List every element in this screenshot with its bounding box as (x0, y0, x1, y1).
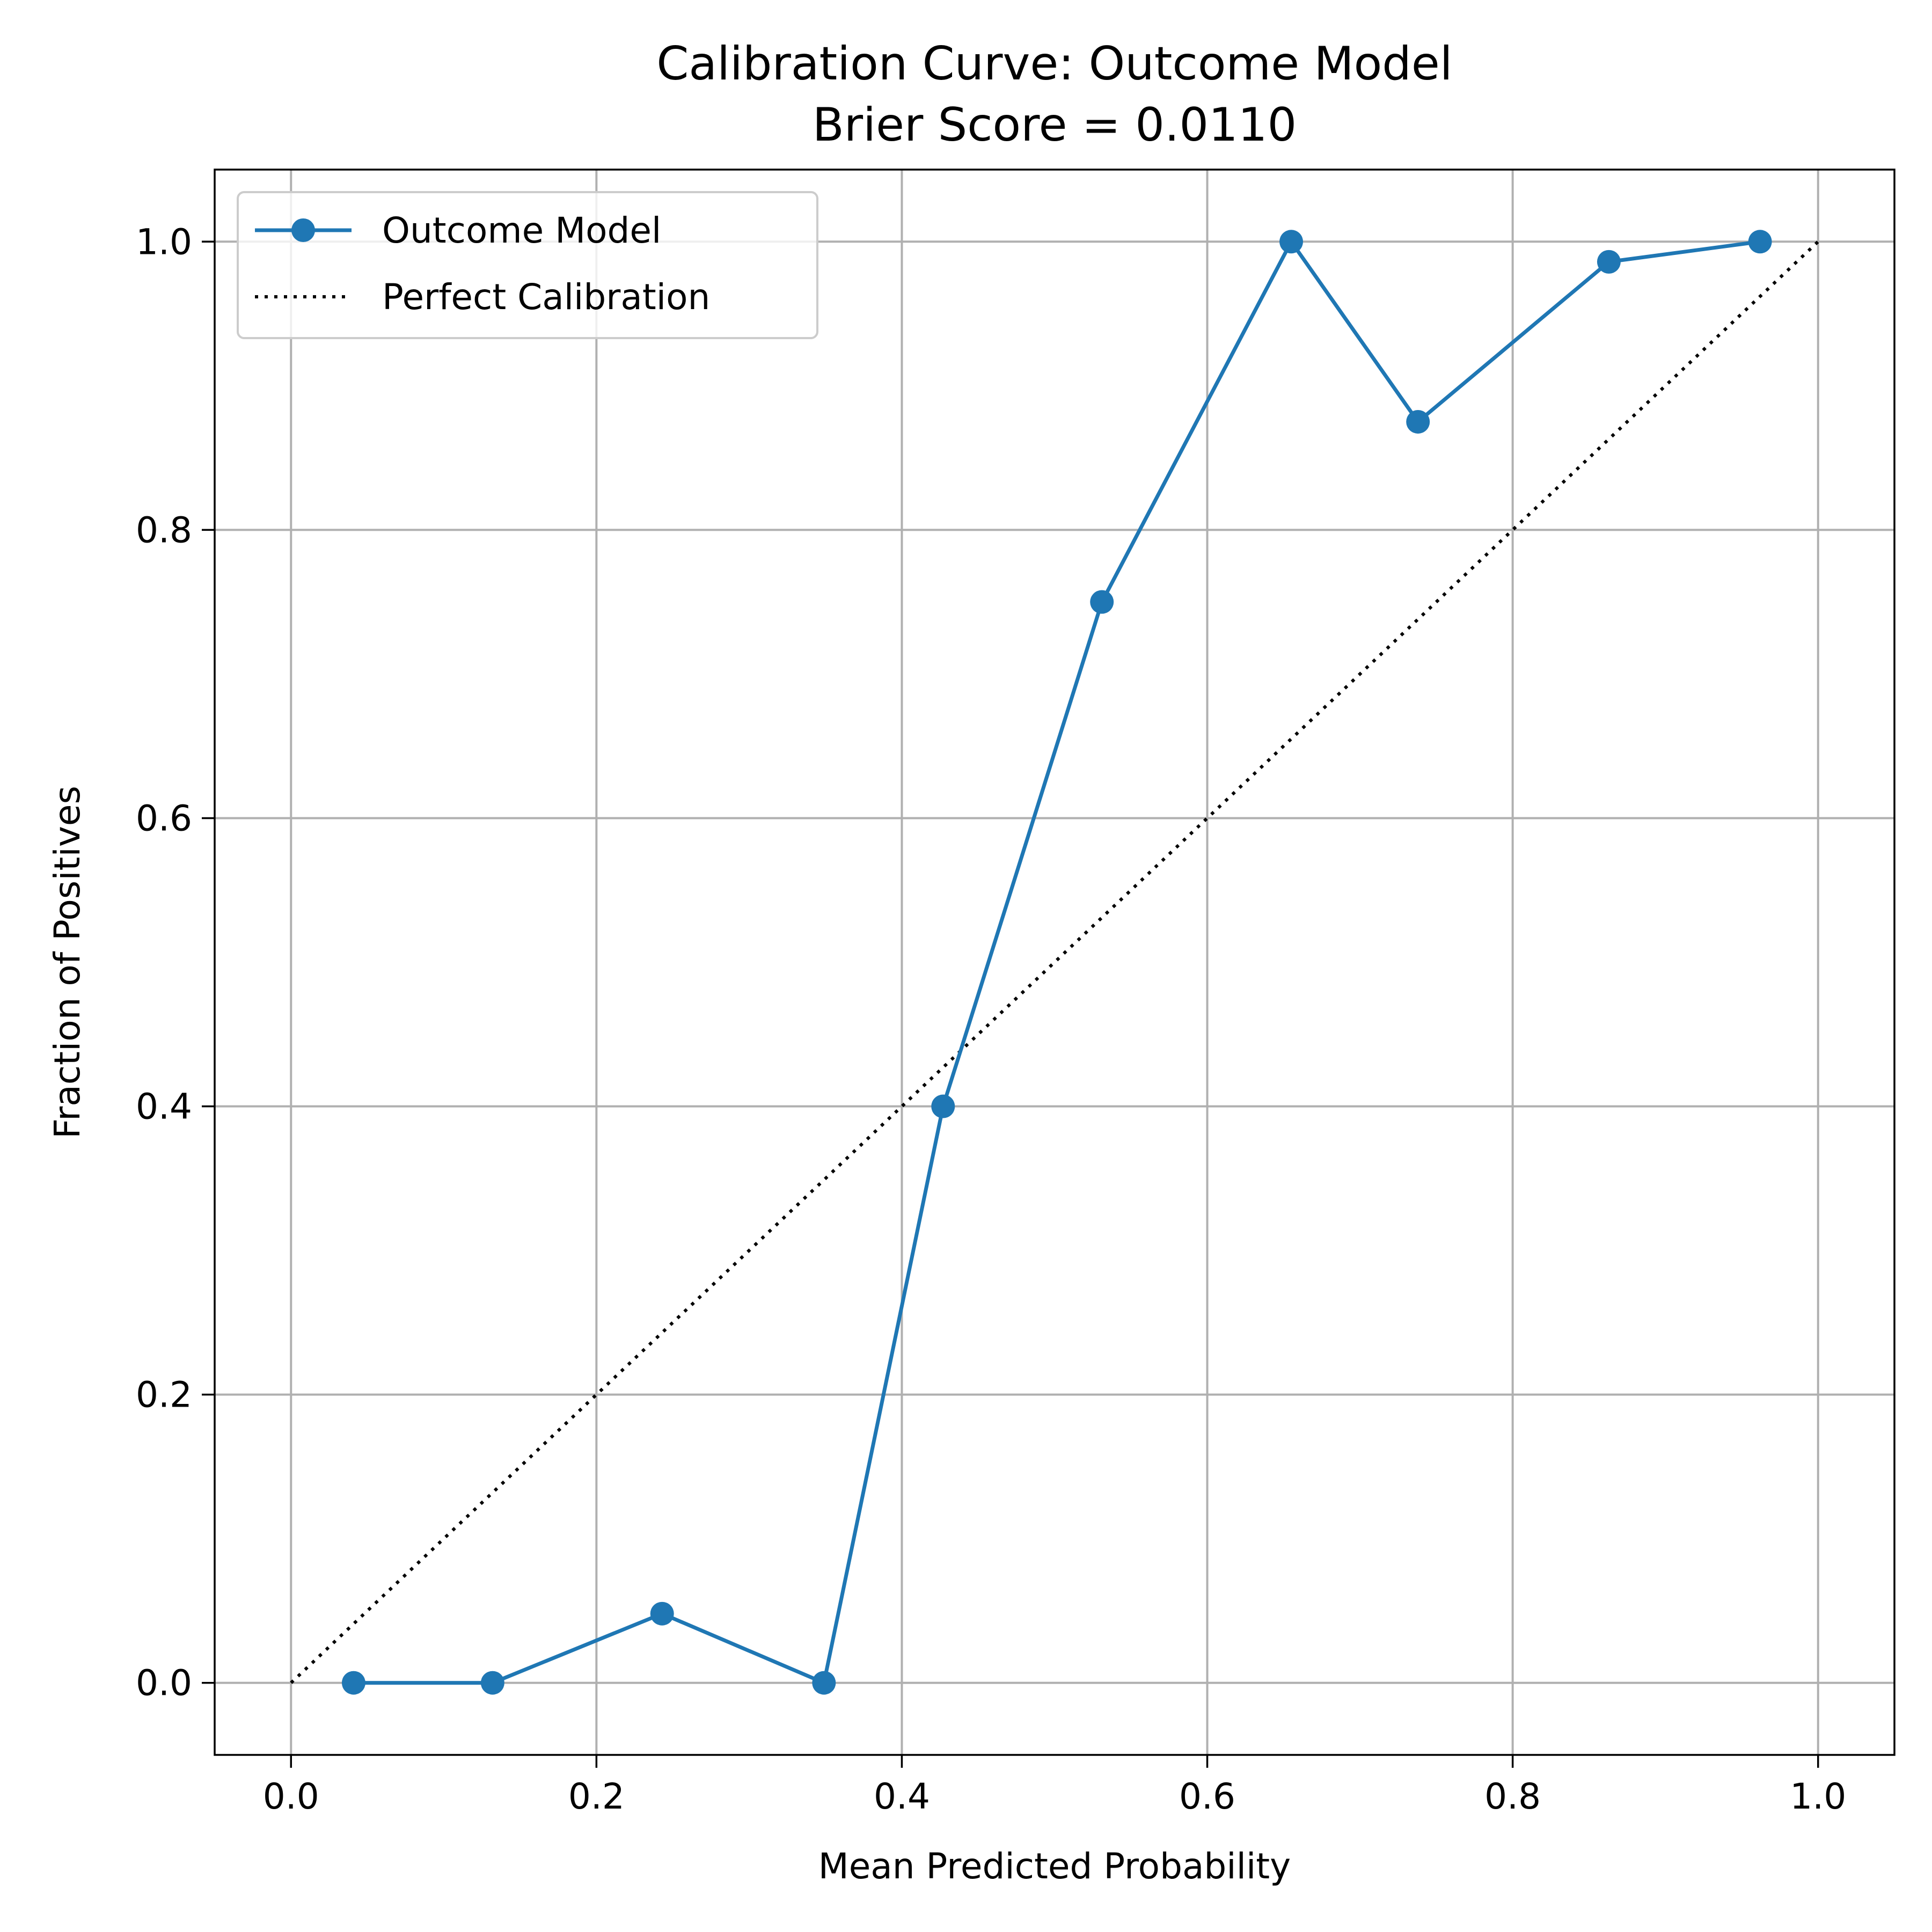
x-tick-label: 0.2 (568, 1776, 625, 1817)
y-tick-label: 0.0 (136, 1663, 192, 1704)
legend-label-outcome-model: Outcome Model (382, 210, 661, 251)
x-tick-label: 1.0 (1790, 1776, 1846, 1817)
grid-lines (215, 170, 1894, 1755)
data-point-outcome-model (1279, 230, 1304, 254)
x-tick-label: 0.4 (874, 1776, 930, 1817)
plot-area (290, 230, 1819, 1695)
y-tick-label: 0.2 (136, 1374, 192, 1416)
data-point-outcome-model (812, 1671, 836, 1695)
x-tick-label: 0.6 (1179, 1776, 1235, 1817)
data-point-outcome-model (931, 1094, 955, 1118)
chart-subtitle: Brier Score = 0.0110 (813, 98, 1297, 152)
axis-ticks: 0.0 0.2 0.4 0.6 0.8 1.0 0.0 0.2 0.4 0.6 0.8 1.0 (136, 221, 1846, 1817)
data-point-outcome-model (1597, 250, 1621, 274)
data-point-outcome-model (341, 1671, 365, 1695)
y-tick-label: 0.6 (136, 797, 192, 839)
x-tick-label: 0.0 (263, 1776, 319, 1817)
y-axis-label: Fraction of Positives (47, 786, 88, 1139)
legend-marker-outcome-model (291, 218, 315, 242)
data-point-outcome-model (650, 1601, 674, 1626)
data-point-outcome-model (1406, 409, 1430, 434)
y-tick-label: 0.4 (136, 1086, 192, 1128)
x-tick-label: 0.8 (1484, 1776, 1541, 1817)
legend-box (237, 191, 818, 339)
axes-frame (214, 169, 1896, 1756)
chart-title: Calibration Curve: Outcome Model (656, 37, 1452, 91)
y-tick-label: 1.0 (136, 221, 192, 262)
data-point-outcome-model (480, 1671, 504, 1695)
series-line-perfect-calibration (290, 240, 1819, 1684)
x-axis-label: Mean Predicted Probability (818, 1846, 1291, 1887)
data-point-outcome-model (1748, 230, 1772, 254)
y-tick-label: 0.8 (136, 509, 192, 551)
series-line-outcome-model (353, 239, 1761, 1685)
data-point-outcome-model (1090, 590, 1114, 614)
legend-label-perfect-calibration: Perfect Calibration (382, 276, 710, 318)
legend: Outcome Model Perfect Calibration (237, 191, 818, 339)
